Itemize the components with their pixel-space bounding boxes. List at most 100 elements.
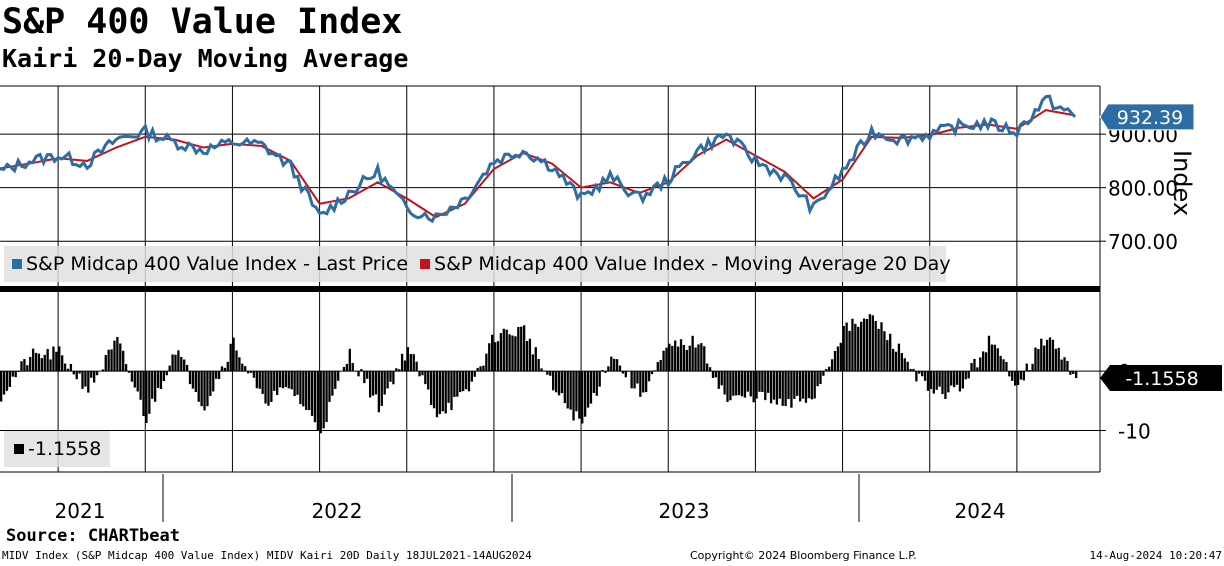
kairi-bar (171, 354, 174, 372)
kairi-bar (877, 328, 880, 372)
kairi-bar (392, 371, 395, 385)
kairi-bar (235, 350, 238, 372)
kairi-bar (621, 371, 625, 374)
kairi-bar (212, 371, 215, 392)
kairi-bar (290, 371, 293, 390)
kairi-bar (395, 368, 398, 372)
kairi-bar (839, 342, 842, 372)
kairi-bar (130, 371, 134, 382)
kairi-bar (491, 334, 494, 372)
legend-label-kairi: -1.1558 (28, 438, 102, 460)
kairi-bar (398, 369, 401, 372)
kairi-bar (20, 361, 23, 372)
kairi-bar (1019, 371, 1023, 380)
kairi-bar (970, 363, 973, 372)
kairi-bar (58, 346, 61, 372)
kairi-bar (755, 371, 758, 399)
kairi-bar (46, 348, 49, 372)
kairi-bar (412, 354, 415, 372)
kairi-bar (95, 371, 99, 376)
kairi-bar (610, 356, 613, 372)
kairi-bar (647, 371, 651, 382)
kairi-bar (232, 337, 235, 372)
kairi-bar (482, 365, 485, 372)
kairi-bar (723, 371, 726, 395)
kairi-bar (525, 341, 529, 372)
kairi-bar (177, 350, 180, 372)
kairi-bar (676, 346, 680, 372)
kairi-bar (377, 371, 381, 413)
kairi-bar (868, 314, 872, 372)
kairi-bar (871, 315, 874, 372)
kairi-bar (476, 367, 479, 372)
kairi-bar (66, 368, 70, 372)
kairi-bar (682, 344, 686, 372)
kairi-bar (671, 345, 674, 372)
kairi-bar (287, 371, 290, 389)
kairi-bar (563, 371, 566, 404)
kairi-bar (540, 368, 543, 372)
legend-swatch-black (14, 444, 24, 454)
kairi-bar (743, 371, 747, 398)
kairi-bar (1031, 363, 1034, 372)
kairi-bar (229, 343, 232, 372)
kairi-bar (488, 343, 491, 372)
legend-swatch-blue (12, 259, 22, 269)
kairi-bar (511, 335, 514, 372)
kairi-bar (825, 368, 828, 372)
kairi-bar (23, 359, 26, 372)
kairi-bar (75, 371, 78, 380)
kairi-bar (116, 336, 119, 372)
kairi-bar (830, 359, 834, 372)
kairi-bar (81, 371, 84, 389)
kairi-last-label: -1.1558 (1125, 368, 1198, 390)
kairi-bar (520, 326, 523, 372)
kairi-bar (37, 353, 41, 372)
kairi-bar (273, 371, 276, 391)
kairi-bar (331, 371, 334, 396)
kairi-bar (1016, 371, 1020, 385)
kairi-last-tag (1100, 364, 1222, 391)
kairi-bar (662, 350, 665, 372)
kairi-bar (874, 320, 877, 372)
kairi-bar (566, 371, 569, 409)
kairi-bar (595, 371, 598, 396)
kairi-bar (119, 343, 122, 372)
kairi-bar (955, 371, 959, 385)
kairi-bar (1005, 361, 1008, 372)
chart-subtitle: Kairi 20-Day Moving Average (2, 44, 409, 73)
kairi-bar (244, 366, 247, 372)
kairi-bar (973, 358, 976, 372)
kairi-bar (92, 371, 96, 383)
kairi-bar (758, 371, 761, 392)
legend-item-ma: S&P Midcap 400 Value Index - Moving Aver… (416, 253, 951, 275)
kairi-bar (906, 361, 909, 372)
kairi-bar (357, 371, 360, 377)
kairi-bar (139, 371, 142, 400)
kairi-bar (537, 358, 540, 372)
kairi-bar (174, 354, 177, 372)
kairi-bar (435, 371, 439, 418)
kairi-bar (508, 334, 511, 372)
kairi-bar (49, 359, 52, 372)
kairi-bar (708, 367, 712, 372)
kairi-bar (659, 359, 662, 372)
kairi-bar (101, 369, 105, 372)
kairi-bar (371, 371, 375, 396)
kairi-bar (534, 347, 537, 372)
kairi-bar (891, 348, 895, 372)
kairi-bar (276, 371, 279, 395)
kairi-bar (923, 371, 927, 381)
kairi-bar (360, 369, 363, 372)
kairi-bar (665, 347, 668, 372)
kairi-bar (302, 371, 305, 407)
kairi-bar (912, 368, 915, 372)
kairi-bar (450, 371, 453, 411)
kairi-bar (127, 371, 131, 373)
kairi-bar (479, 366, 482, 372)
kairi-bar (804, 371, 808, 403)
kairi-bar (950, 371, 953, 386)
panel-separator (0, 286, 1100, 292)
kairi-bar (740, 371, 744, 397)
kairi-bar (796, 371, 799, 396)
